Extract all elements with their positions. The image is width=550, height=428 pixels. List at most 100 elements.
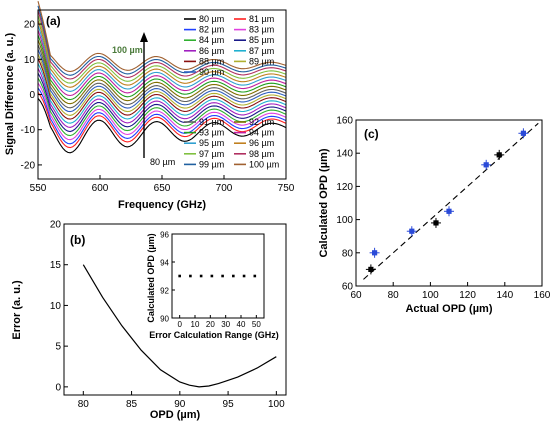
panel-a-series-line: [37, 72, 287, 133]
x-tick-label: 20: [206, 320, 215, 329]
panel-a-series-line: [37, 98, 287, 154]
inset-frame: [171, 233, 265, 319]
x-tick-label: 30: [221, 320, 230, 329]
y-tick-label: 20: [24, 20, 36, 31]
legend-label: 94 µm: [249, 128, 274, 138]
legend-label: 92 µm: [249, 117, 274, 127]
y-tick-label: 90: [160, 315, 169, 324]
panel-a: 550 600 650 700 750 -20 -10 0 10 20 (a) Frequency…: [4, 1, 295, 211]
inset-ylabel: Calculated OPD (µm): [146, 233, 156, 322]
panel-c-xlabel: Actual OPD (µm): [405, 303, 492, 315]
y-tick-label: 96: [160, 231, 169, 240]
y-tick-label: 60: [342, 282, 354, 293]
x-tick-label: 100: [422, 290, 439, 301]
x-tick-label: 50: [252, 320, 261, 329]
x-tick-label: 95: [223, 399, 235, 410]
legend-label: 91 µm: [199, 117, 224, 127]
data-point: [433, 220, 439, 226]
y-tick-label: 10: [24, 55, 36, 66]
panel-a-series-line: [37, 87, 287, 145]
panel-c-frame: [355, 119, 543, 287]
legend-label: 90 µm: [199, 67, 224, 77]
panel-a-series-line: [37, 10, 287, 80]
legend-label: 83 µm: [249, 25, 274, 35]
panel-a-series-line: [37, 49, 287, 113]
x-tick-label: 140: [496, 290, 513, 301]
panel-a-series-line: [37, 44, 287, 109]
panel-a-series-line: [37, 34, 287, 101]
data-point: [496, 152, 502, 158]
inset-xlabel: Error Calculation Range (GHz): [149, 330, 279, 340]
legend-label: 100 µm: [249, 159, 279, 169]
panel-a-series-line: [37, 39, 287, 105]
x-tick-label: 80: [78, 399, 90, 410]
y-tick-label: 10: [50, 301, 62, 312]
inset-ticks: 0 10 20 30 40 50 90 92 94 96: [160, 231, 261, 330]
legend-label: 84 µm: [199, 35, 224, 45]
panel-b-frame: [63, 223, 287, 396]
inset-point: [232, 274, 235, 278]
panel-a-series-line: [37, 82, 287, 141]
inset-point: [210, 274, 214, 278]
panel-a-series-line: [37, 58, 287, 120]
panel-c-ticks: 60 80 100 120 140 160 60 80 100 120 140 160: [336, 116, 550, 302]
panel-a-series-line: [37, 53, 287, 116]
panel-a-series-line: [37, 15, 287, 84]
inset-point: [189, 274, 192, 278]
y-tick-label: 100: [336, 215, 353, 226]
panel-a-series-line: [37, 5, 287, 76]
inset-point: [199, 274, 203, 278]
x-tick-label: 10: [191, 320, 200, 329]
x-tick-label: 550: [30, 183, 47, 194]
y-tick-label: -10: [21, 125, 36, 136]
data-point: [483, 162, 489, 168]
panel-c-label: (c): [364, 127, 379, 141]
panel-c: 60 80 100 120 140 160 60 80 100 120 140 160 (c) Act…: [318, 116, 550, 316]
legend-label: 97 µm: [199, 149, 224, 159]
panel-b-xlabel: OPD (µm): [150, 409, 201, 421]
data-point: [409, 228, 415, 234]
x-tick-label: 40: [237, 320, 246, 329]
panel-b-label: (b): [70, 233, 85, 247]
panel-a-annotation-top: 100 µm: [112, 45, 143, 55]
legend-label: 89 µm: [249, 56, 274, 66]
inset-point: [253, 274, 257, 278]
legend-label: 88 µm: [199, 56, 224, 66]
panel-a-series-line: [37, 67, 287, 128]
panel-a-label: (a): [46, 14, 61, 28]
y-tick-label: 120: [336, 182, 353, 193]
x-tick-label: 650: [154, 183, 171, 194]
x-tick-label: 120: [459, 290, 476, 301]
x-tick-label: 60: [350, 290, 362, 301]
panel-a-ticks: 550 600 650 700 750 -20 -10 0 10 20: [21, 20, 295, 194]
panel-c-ylabel: Calculated OPD (µm): [318, 148, 330, 257]
panel-b-curve: [82, 264, 277, 388]
panel-a-arrow-head: [140, 32, 148, 42]
y-tick-label: 15: [50, 260, 62, 271]
legend-label: 95 µm: [199, 138, 224, 148]
data-point: [368, 266, 374, 272]
y-tick-label: 5: [55, 342, 61, 353]
x-tick-label: 600: [92, 183, 109, 194]
inset-point: [221, 274, 224, 278]
panel-a-series-line: [37, 92, 287, 149]
legend-label: 96 µm: [249, 138, 274, 148]
x-tick-label: 750: [278, 183, 295, 194]
legend-label: 98 µm: [249, 149, 274, 159]
panel-a-series-line: [37, 1, 287, 73]
y-tick-label: 94: [160, 259, 169, 268]
y-tick-label: 160: [336, 116, 353, 127]
legend-label: 93 µm: [199, 128, 224, 138]
panel-b-ylabel: Error (a. u.): [11, 280, 23, 340]
legend-label: 86 µm: [199, 46, 224, 56]
panel-a-series-line: [37, 24, 287, 92]
panel-a-annotation-bottom: 80 µm: [150, 157, 175, 167]
legend-label: 87 µm: [249, 46, 274, 56]
legend-label: 82 µm: [199, 25, 224, 35]
y-tick-label: 80: [342, 248, 354, 259]
x-tick-label: 100: [268, 399, 285, 410]
x-tick-label: 80: [388, 290, 400, 301]
